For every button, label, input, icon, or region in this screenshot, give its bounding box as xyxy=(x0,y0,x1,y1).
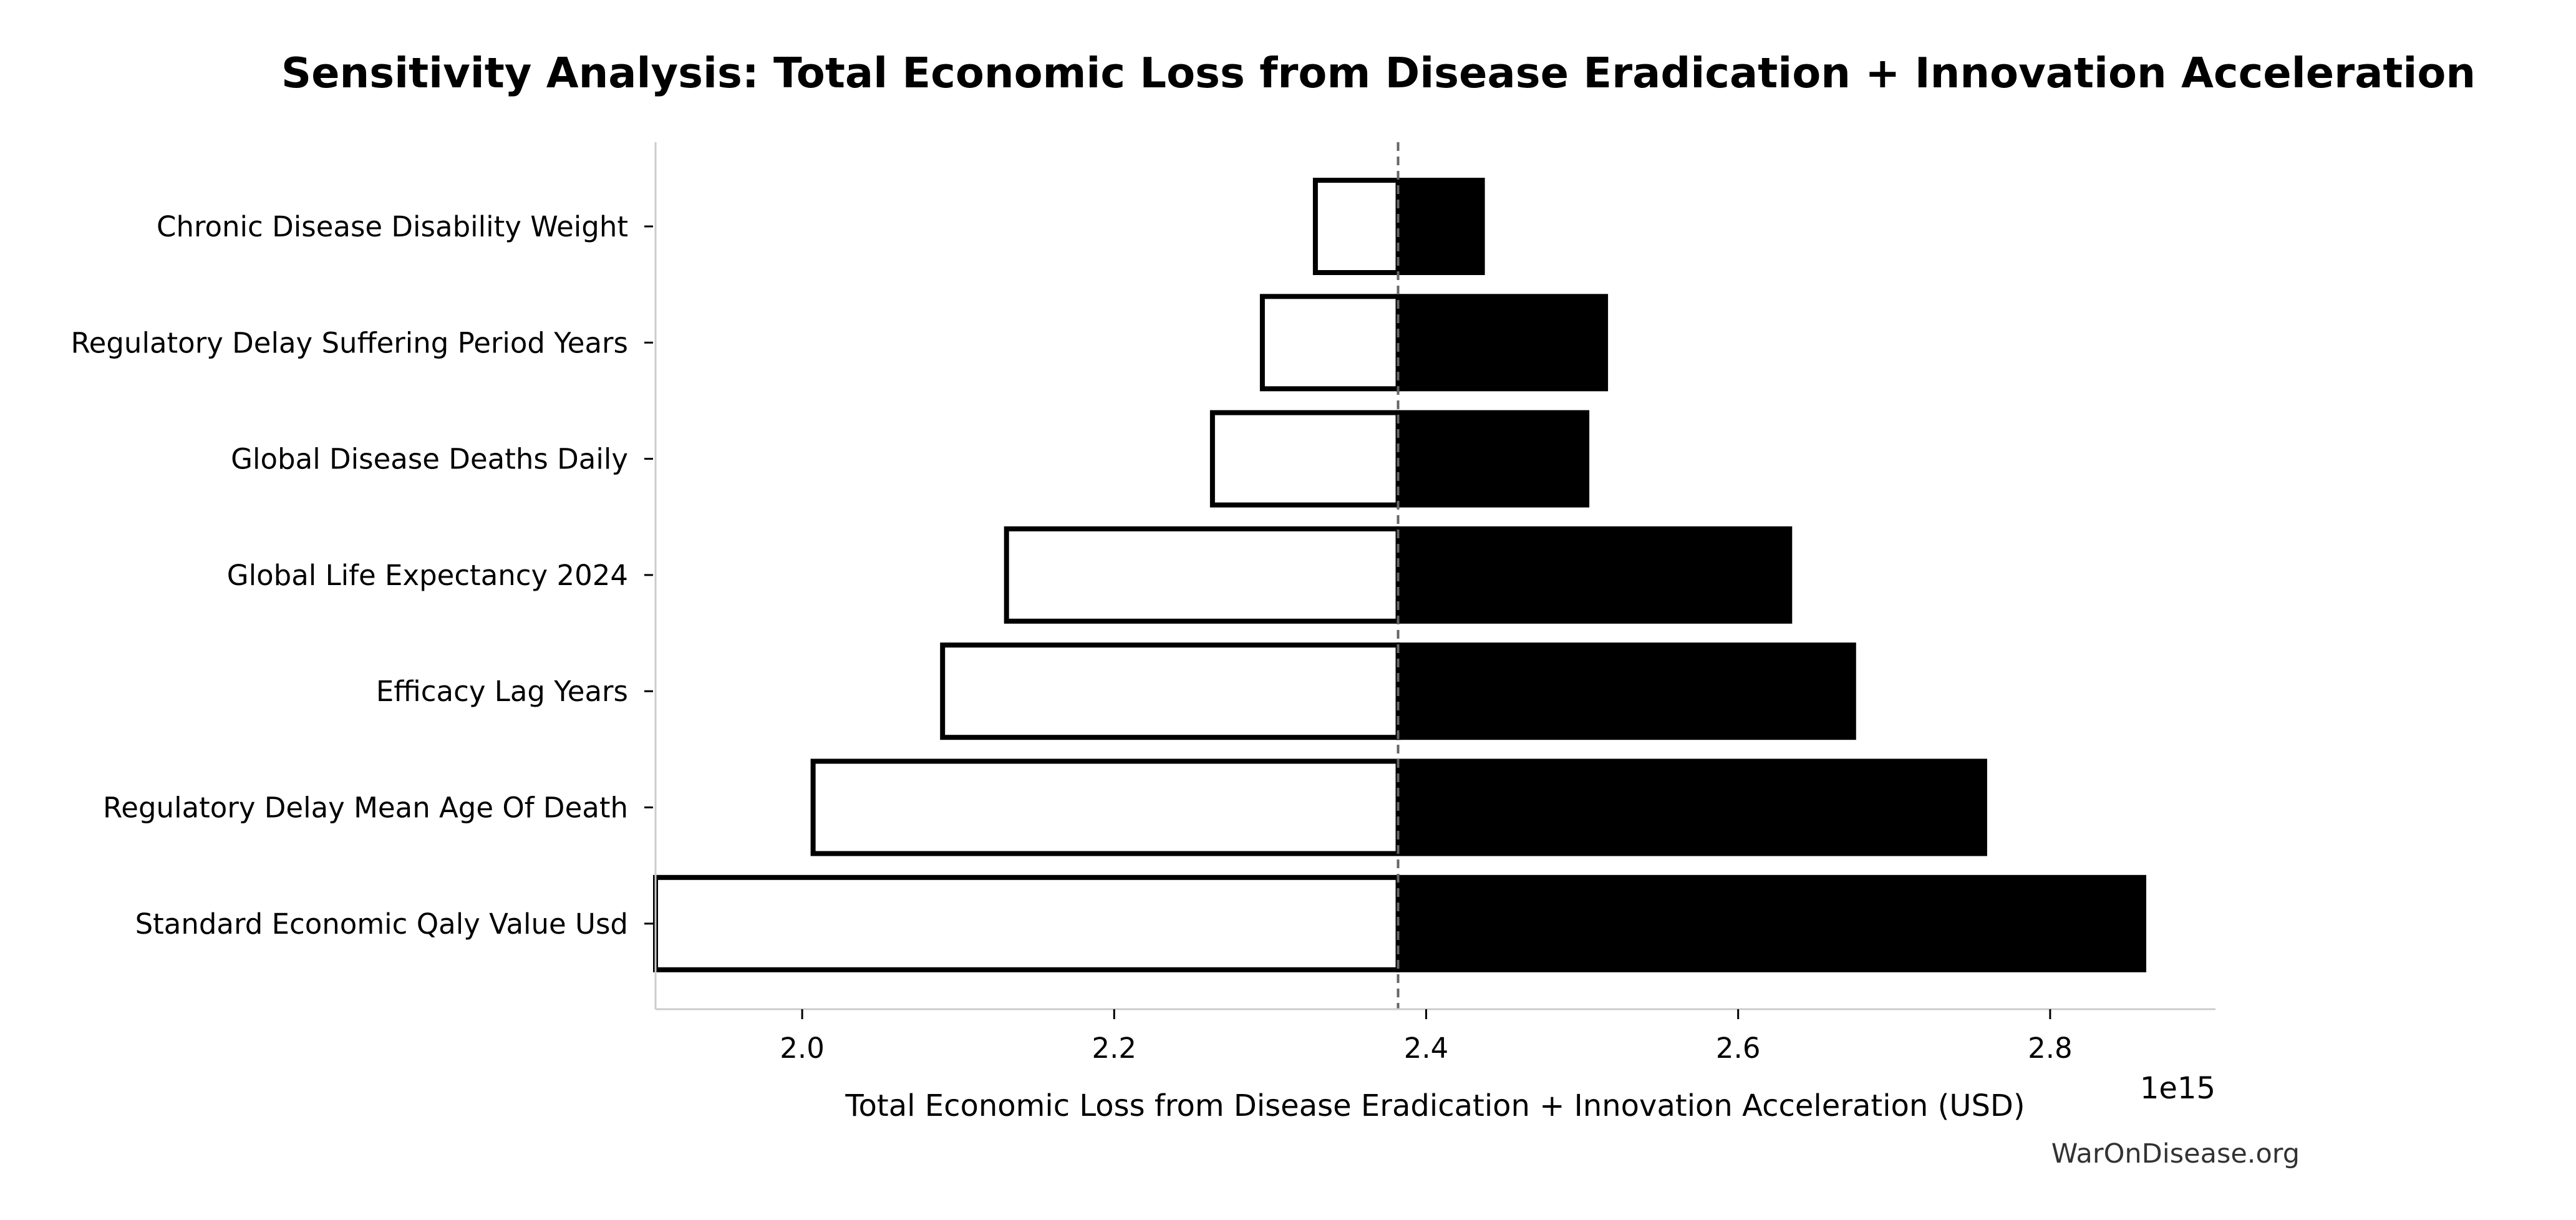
bar-high-regulatory-delay-mean-age-of-death xyxy=(1395,758,1987,856)
x-tick-layer: 2.0 2.2 2.4 2.6 2.8 xyxy=(780,1009,2073,1065)
category-label-efficacy-lag-years: Efficacy Lag Years xyxy=(376,675,628,708)
category-label-regulatory-delay-mean-age-of-death: Regulatory Delay Mean Age Of Death xyxy=(103,792,628,825)
bar-high-efficacy-lag-years xyxy=(1395,642,1856,740)
x-tick-label: 2.2 xyxy=(1092,1032,1137,1065)
x-tick-label: 2.4 xyxy=(1404,1032,1449,1065)
bar-low-regulatory-delay-suffering-period-years xyxy=(1259,294,1401,392)
category-label-global-disease-deaths-daily: Global Disease Deaths Daily xyxy=(231,443,628,476)
bar-low-efficacy-lag-years xyxy=(940,642,1401,740)
bar-low-global-disease-deaths-daily xyxy=(1209,410,1401,508)
category-label-standard-economic-qaly-value-usd: Standard Economic Qaly Value Usd xyxy=(135,908,628,941)
x-tick-label: 2.6 xyxy=(1716,1032,1761,1065)
x-tick-label: 2.0 xyxy=(780,1032,825,1065)
bar-low-global-life-expectancy-2024 xyxy=(1004,526,1401,624)
x-axis-label: Total Economic Loss from Disease Eradica… xyxy=(845,1088,2025,1123)
category-label-chronic-disease-disability-weight: Chronic Disease Disability Weight xyxy=(157,210,628,243)
chart-title: Sensitivity Analysis: Total Economic Los… xyxy=(281,49,2476,97)
bar-low-standard-economic-qaly-value-usd xyxy=(653,874,1401,972)
bar-low-regulatory-delay-mean-age-of-death xyxy=(810,758,1401,856)
bar-high-standard-economic-qaly-value-usd xyxy=(1395,874,2146,972)
bar-high-global-disease-deaths-daily xyxy=(1395,410,1590,508)
watermark-text: WarOnDisease.org xyxy=(2051,1138,2300,1169)
bar-high-global-life-expectancy-2024 xyxy=(1395,526,1793,624)
bars-layer xyxy=(653,178,2146,972)
x-axis-scale-label: 1e15 xyxy=(2140,1071,2215,1106)
bar-high-chronic-disease-disability-weight xyxy=(1395,178,1485,275)
y-tick-layer: Chronic Disease Disability Weight Regulat… xyxy=(70,210,653,941)
category-label-global-life-expectancy-2024: Global Life Expectancy 2024 xyxy=(227,559,628,592)
bar-high-regulatory-delay-suffering-period-years xyxy=(1395,294,1609,392)
category-label-regulatory-delay-suffering-period-years: Regulatory Delay Suffering Period Years xyxy=(70,326,628,359)
x-tick-label: 2.8 xyxy=(2028,1032,2073,1065)
bar-low-chronic-disease-disability-weight xyxy=(1312,178,1401,275)
